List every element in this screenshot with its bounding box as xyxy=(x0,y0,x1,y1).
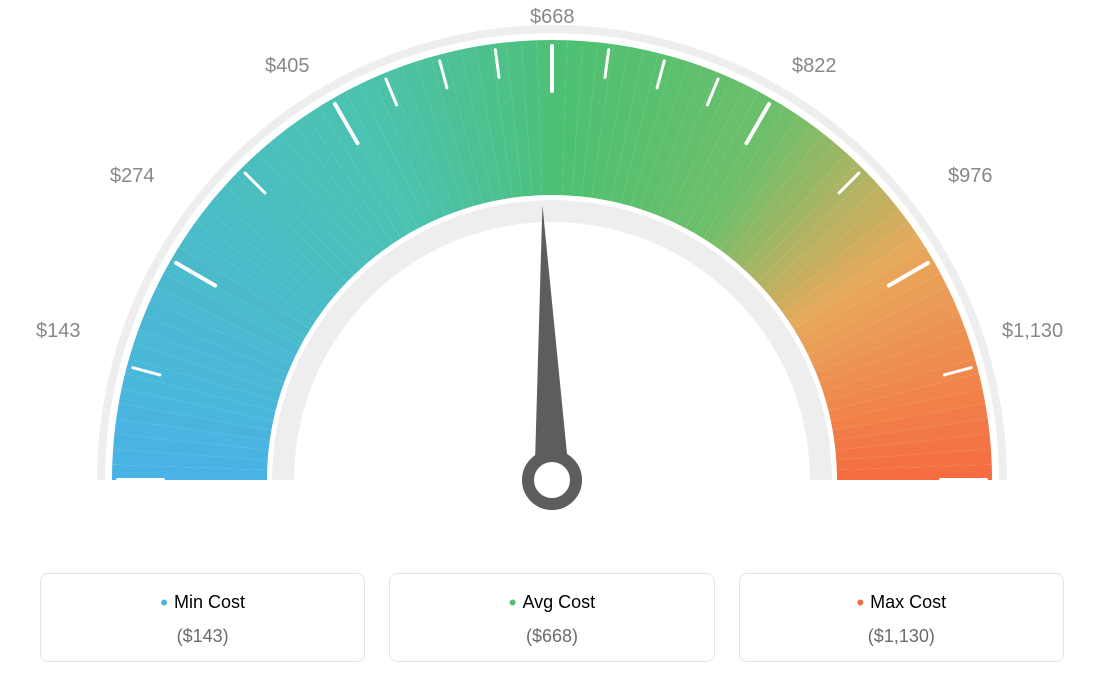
legend-label: Min Cost xyxy=(174,592,245,612)
legend-row: •Min Cost ($143) •Avg Cost ($668) •Max C… xyxy=(40,573,1064,662)
legend-card-min: • Min Cost ($143) xyxy=(40,573,365,662)
legend-card-max: • Max Cost ($1,130) xyxy=(739,573,1064,662)
legend-title-max: • Max Cost xyxy=(750,590,1053,616)
gauge-tick-label: $274 xyxy=(110,165,155,188)
legend-value-max: ($1,130) xyxy=(750,626,1053,647)
legend-label: Max Cost xyxy=(870,592,946,612)
gauge-tick-label: $976 xyxy=(948,165,993,188)
gauge-tick-label: $668 xyxy=(530,6,575,29)
gauge-chart: $143 $274 $405 $668 $822 $976 $1,130 xyxy=(0,0,1104,560)
legend-title-avg: •Avg Cost xyxy=(400,590,703,616)
gauge-tick-label: $405 xyxy=(265,55,310,78)
gauge-tick-label: $822 xyxy=(792,55,837,78)
gauge-tick-label: $1,130 xyxy=(1002,320,1063,343)
legend-title-min: • Min Cost xyxy=(51,590,354,616)
legend-card-avg: •Avg Cost ($668) xyxy=(389,573,714,662)
dot-icon: • xyxy=(509,590,517,615)
gauge-tick-label: $143 xyxy=(36,320,81,343)
legend-label: Avg Cost xyxy=(522,592,595,612)
cost-gauge-widget: $143 $274 $405 $668 $822 $976 $1,130 • Min Cost… xyxy=(0,0,1104,690)
legend-value-min: ($143) xyxy=(51,626,354,647)
dot-icon: • xyxy=(856,590,864,615)
dot-icon: • xyxy=(160,590,168,615)
legend-value-avg: ($668) xyxy=(400,626,703,647)
